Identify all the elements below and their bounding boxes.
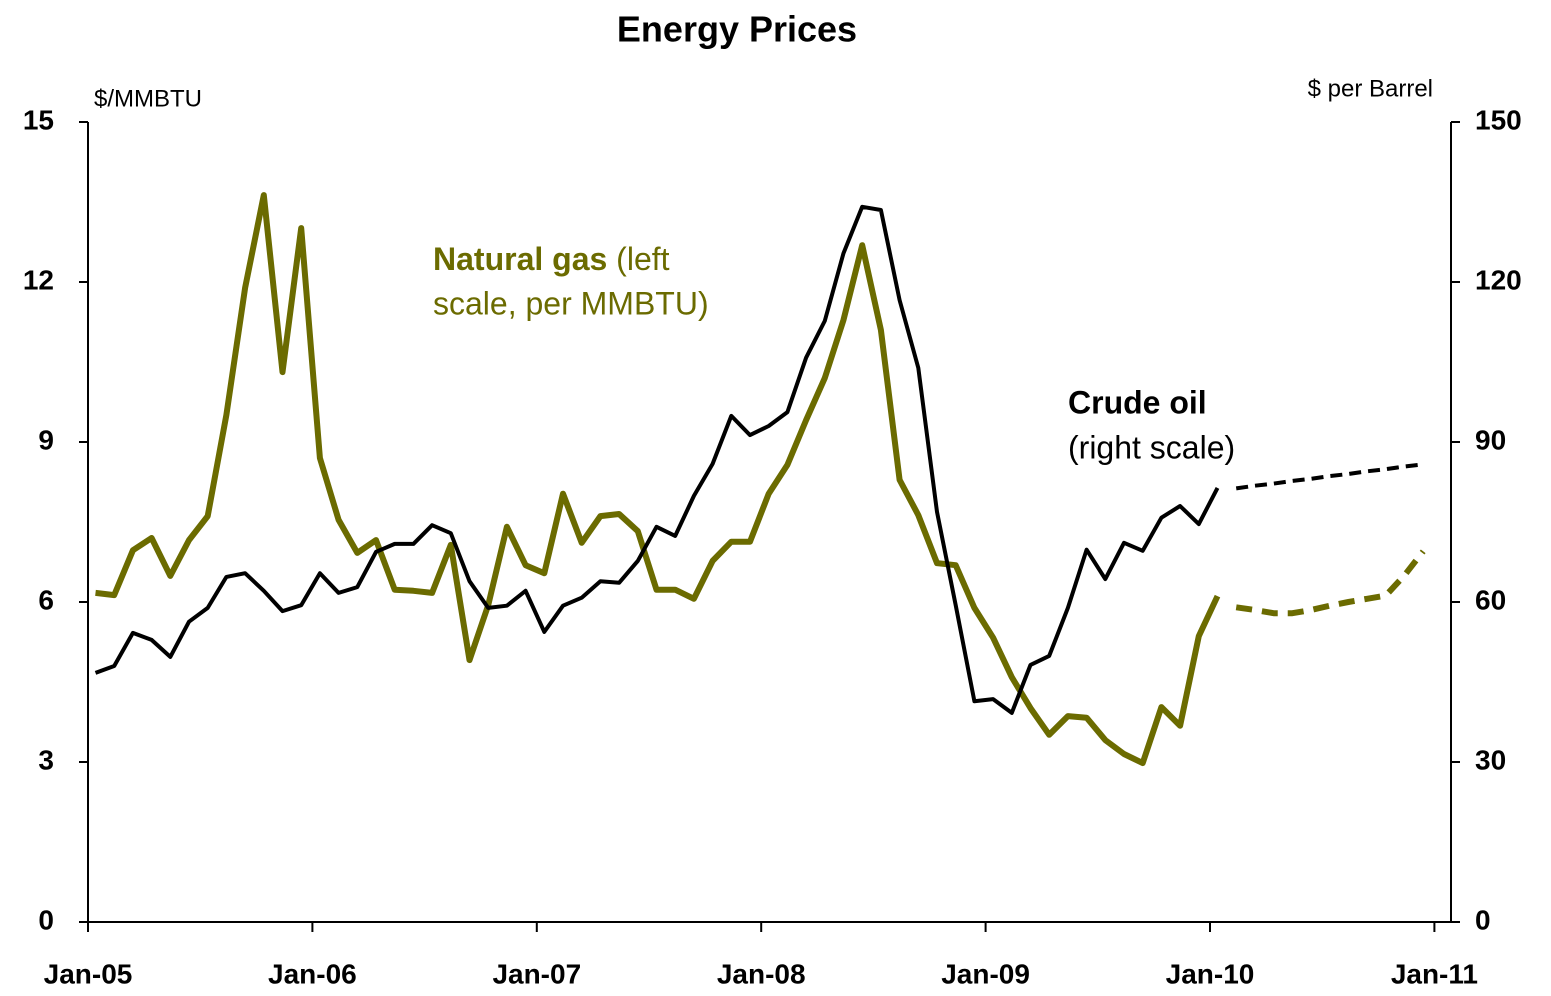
y-tick-label: 3 [38, 744, 54, 775]
annotation-text: (left [616, 241, 669, 277]
y2-axis-label: $ per Barrel [1308, 75, 1433, 102]
x-tick-label: Jan-10 [1166, 958, 1255, 989]
y2-tick-label: 150 [1475, 104, 1522, 135]
x-tick-label: Jan-09 [941, 958, 1030, 989]
series-line [1235, 462, 1424, 491]
y2-tick-label: 0 [1475, 904, 1491, 935]
y2-tick-label: 60 [1475, 584, 1506, 615]
y-tick-label: 9 [38, 424, 54, 455]
oil-annotation: (right scale) [1068, 429, 1235, 465]
x-tick-label: Jan-06 [268, 958, 357, 989]
y-axis-label: $/MMBTU [94, 85, 202, 112]
x-tick-label: Jan-11 [1391, 958, 1478, 989]
x-tick-label: Jan-05 [44, 958, 133, 989]
series-line [94, 204, 1220, 715]
x-tick-label: Jan-07 [492, 958, 581, 989]
y-tick-label: 0 [38, 904, 54, 935]
y-tick-label: 12 [23, 264, 54, 295]
y2-tick-label: 90 [1475, 424, 1506, 455]
y-tick-label: 15 [23, 104, 54, 135]
gas-annotation: Natural gas (left [433, 241, 670, 277]
series-line [1235, 549, 1426, 617]
y-tick-label: 6 [38, 584, 54, 615]
oil-annotation: Crude oil [1068, 384, 1207, 420]
chart-title: Energy Prices [617, 9, 857, 50]
series-line [95, 192, 1221, 767]
y2-tick-label: 30 [1475, 744, 1506, 775]
gas-annotation: scale, per MMBTU) [433, 285, 709, 321]
annotation-text: Natural gas [433, 241, 607, 277]
y2-tick-label: 120 [1475, 264, 1522, 295]
x-tick-label: Jan-08 [717, 958, 806, 989]
